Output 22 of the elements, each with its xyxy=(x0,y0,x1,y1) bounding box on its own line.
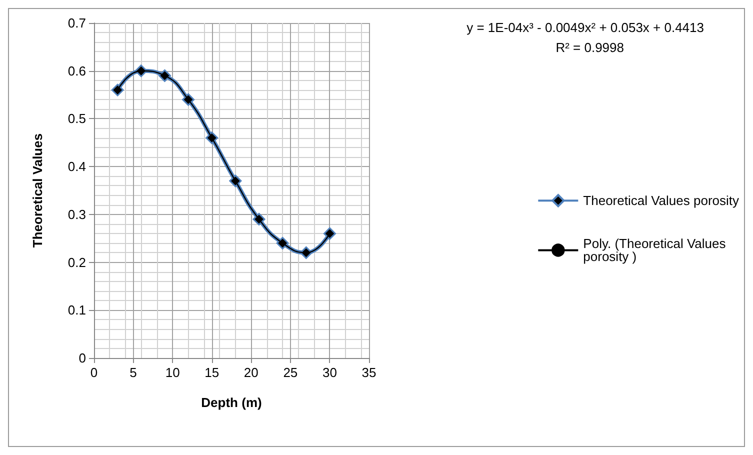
y-tick-label: 0.3 xyxy=(68,206,86,222)
y-tick-label: 0.2 xyxy=(68,254,86,270)
legend-label: Poly. (Theoretical Values porosity ) xyxy=(583,236,730,264)
x-tick-label: 10 xyxy=(165,365,180,380)
y-tick-label: 0.5 xyxy=(68,111,86,126)
x-tick-label: 0 xyxy=(90,365,98,380)
y-tick-label: 0.4 xyxy=(68,159,86,174)
x-tick-label: 35 xyxy=(362,365,376,380)
x-tick-label: 5 xyxy=(130,365,137,380)
text: R² = 0.9998 xyxy=(556,40,624,55)
legend-label: Theoretical Values porosity xyxy=(583,193,740,208)
x-axis-title: Depth (m) xyxy=(201,395,262,410)
y-tick-label: 0.1 xyxy=(68,302,86,318)
text: y = 1E-04x³ - 0.0049x² + 0.053x + 0.4413 xyxy=(466,20,704,35)
x-tick-label: 20 xyxy=(244,365,258,380)
y-tick-label: 0 xyxy=(78,350,86,366)
x-tick-label: 15 xyxy=(204,365,220,380)
x-tick-label: 25 xyxy=(283,365,298,380)
y-tick-label: 0.7 xyxy=(68,16,86,30)
x-tick-label: 30 xyxy=(322,365,337,380)
y-axis-title: Theoretical Values xyxy=(30,133,45,248)
y-tick-label: 0.6 xyxy=(68,63,86,78)
